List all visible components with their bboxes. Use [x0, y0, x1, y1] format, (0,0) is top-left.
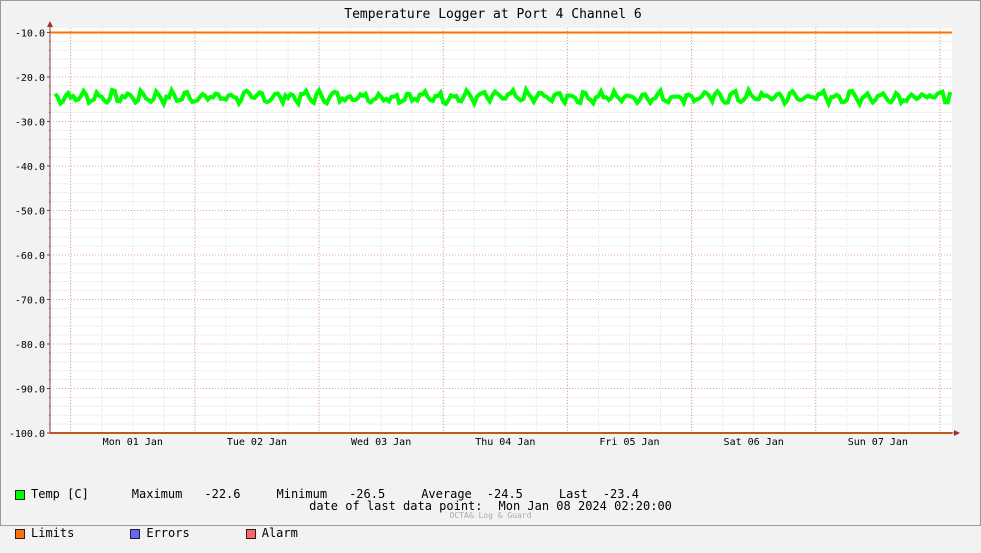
- legend-min-label: Minimum: [276, 487, 328, 501]
- y-axis-arrow: [47, 21, 53, 27]
- errors-swatch: [130, 528, 141, 539]
- legend-last-value: -23.4: [602, 487, 639, 501]
- y-tick-label: -60.0: [15, 251, 45, 262]
- watermark: OCTA& Log & Guard: [449, 511, 532, 520]
- last-data-point-value: Mon Jan 08 2024 02:20:00: [498, 499, 672, 513]
- legend-limits-label: Limits: [31, 526, 75, 540]
- y-tick-label: -10.0: [15, 28, 45, 39]
- y-tick-label: -50.0: [15, 206, 45, 217]
- legend-max-value: -22.6: [204, 487, 241, 501]
- legend-errors-label: Errors: [146, 526, 190, 540]
- y-tick-label: -80.0: [15, 340, 45, 351]
- y-tick-label: -20.0: [15, 73, 45, 84]
- y-tick-label: -100.0: [9, 429, 45, 440]
- chart-title: Temperature Logger at Port 4 Channel 6: [344, 7, 641, 22]
- legend-max-label: Maximum: [131, 487, 183, 501]
- legend-row-status: Limits Errors Alarm: [15, 527, 639, 540]
- legend-temp-label: Temp [C]: [31, 487, 89, 501]
- x-tick-label: Fri 05 Jan: [599, 437, 659, 448]
- x-axis-arrow: [954, 430, 960, 436]
- legend-alarm-label: Alarm: [261, 526, 298, 540]
- x-tick-label: Thu 04 Jan: [475, 437, 535, 448]
- y-tick-label: -90.0: [15, 384, 45, 395]
- temp-line: [53, 84, 953, 109]
- last-data-point-label: date of last data point:: [309, 499, 483, 513]
- x-tick-label: Tue 02 Jan: [227, 437, 287, 448]
- y-tick-label: -30.0: [15, 117, 45, 128]
- y-axis-labels: -10.0 -20.0 -30.0 -40.0 -50.0 -60.0 -70.0 -80.0…: [9, 28, 45, 440]
- alarm-swatch: [245, 528, 256, 539]
- last-data-point: date of last data point: Mon Jan 08 2024 …: [0, 499, 981, 513]
- x-tick-label: Sat 06 Jan: [724, 437, 784, 448]
- legend-row-temp: Temp [C] Maximum -22.6 Minimum -26.5 Average -…: [15, 488, 639, 501]
- x-tick-label: Wed 03 Jan: [351, 437, 411, 448]
- legend-last-label: Last: [558, 487, 588, 501]
- legend-avg-value: -24.5: [486, 487, 523, 501]
- y-tick-label: -70.0: [15, 295, 45, 306]
- temperature-chart: Temperature Logger at Port 4 Channel 6 -…: [9, 7, 960, 448]
- limits-swatch: [15, 528, 25, 539]
- plot-area: [50, 28, 952, 433]
- x-axis-labels: Mon 01 Jan Tue 02 Jan Wed 03 Jan Thu 04 Jan…: [103, 437, 908, 448]
- x-tick-label: Sun 07 Jan: [848, 437, 908, 448]
- grid: [50, 28, 952, 434]
- legend-min-value: -26.5: [349, 487, 386, 501]
- x-tick-label: Mon 01 Jan: [103, 437, 163, 448]
- axes: [47, 21, 960, 436]
- y-tick-label: -40.0: [15, 162, 45, 173]
- temp-swatch: [15, 489, 25, 500]
- legend-avg-label: Average: [421, 487, 472, 501]
